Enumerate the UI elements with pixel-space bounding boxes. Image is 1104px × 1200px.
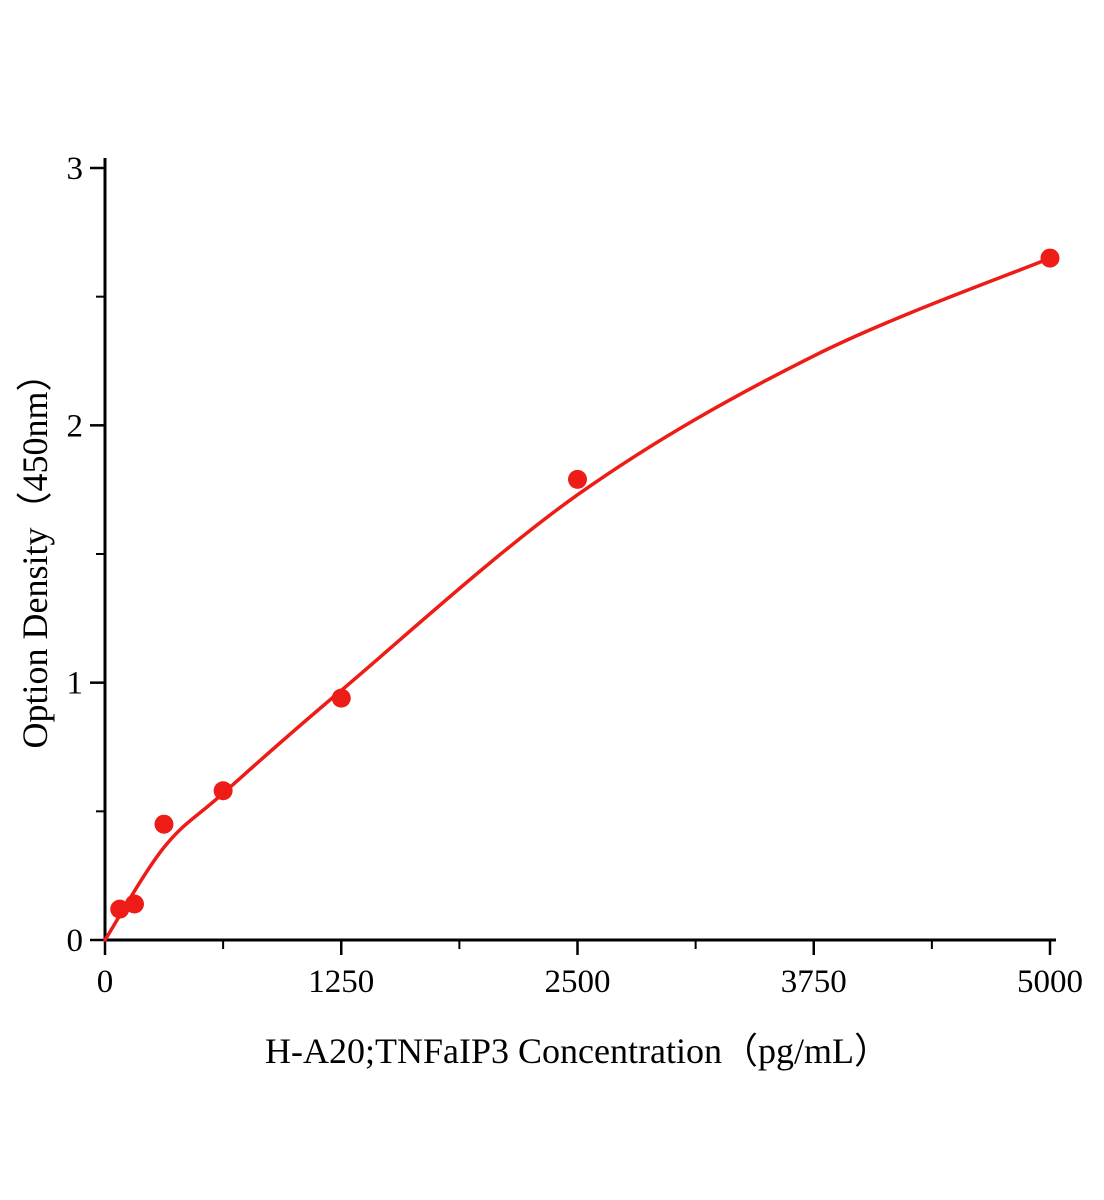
data-point <box>568 469 587 489</box>
y-tick-label: 2 <box>67 408 84 444</box>
y-tick-label: 1 <box>67 666 84 702</box>
y-tick-label: 3 <box>67 151 84 187</box>
x-tick-label: 2500 <box>545 964 611 1000</box>
x-tick-label: 1250 <box>308 964 374 1000</box>
data-point <box>110 899 130 919</box>
data-point <box>154 814 174 834</box>
y-axis-title: Option Density（450nm） <box>15 355 55 749</box>
x-tick-label: 0 <box>97 964 114 1000</box>
data-point <box>331 688 351 708</box>
y-tick-label: 0 <box>67 923 84 959</box>
data-point <box>213 781 233 801</box>
x-tick-label: 5000 <box>1017 964 1083 1000</box>
x-tick-label: 3750 <box>781 964 847 1000</box>
data-point <box>124 894 144 914</box>
data-point <box>1040 248 1060 268</box>
fit-curve <box>103 256 1052 942</box>
x-axis-title: H-A20;TNFaIP3 Concentration（pg/mL） <box>265 1031 890 1071</box>
